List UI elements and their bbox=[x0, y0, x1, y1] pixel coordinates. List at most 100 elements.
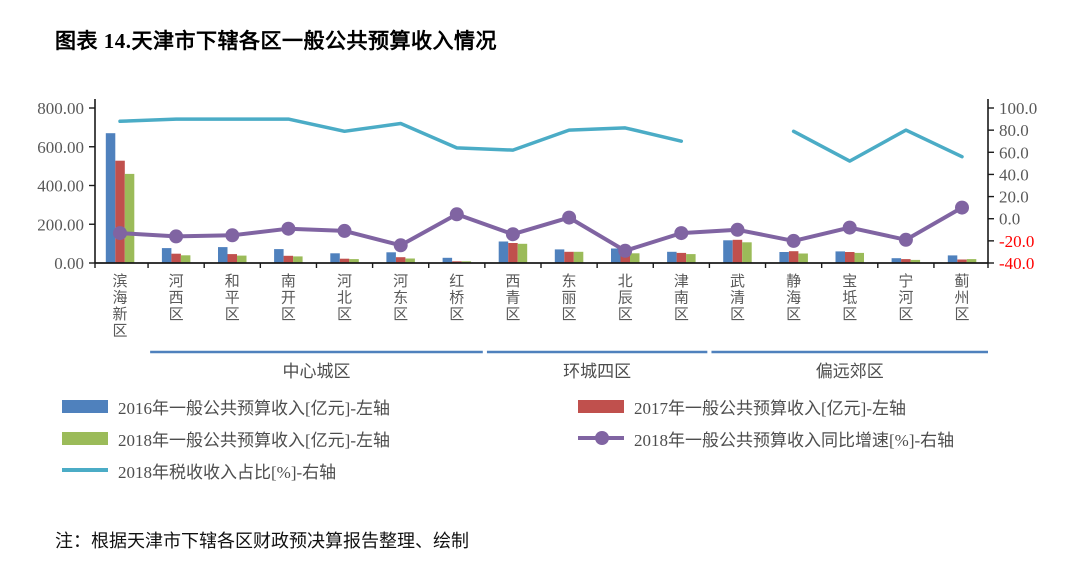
revenue-bar-2018 bbox=[742, 242, 752, 263]
category-label: 津南区 bbox=[674, 273, 689, 323]
right-axis-tick-label: 80.0 bbox=[999, 121, 1029, 140]
category-label: 红桥区 bbox=[449, 273, 464, 323]
revenue-bar-2016 bbox=[835, 251, 845, 263]
revenue-bar-2016 bbox=[891, 258, 902, 263]
growth-marker bbox=[898, 232, 913, 247]
group-label: 环城四区 bbox=[563, 362, 631, 381]
category-label: 北辰区 bbox=[618, 273, 633, 323]
revenue-bar-2016 bbox=[330, 253, 340, 263]
revenue-bar-2018 bbox=[966, 259, 977, 263]
category-label: 河北区 bbox=[337, 273, 352, 323]
growth-marker bbox=[281, 221, 296, 236]
left-axis-tick-label: 800.00 bbox=[37, 99, 84, 118]
revenue-bar-2017 bbox=[845, 252, 855, 263]
right-axis-tick-label: -40.0 bbox=[999, 254, 1034, 273]
revenue-bar-2016 bbox=[723, 240, 733, 263]
legend-swatch-line bbox=[62, 468, 108, 472]
revenue-bar-2016 bbox=[554, 249, 565, 263]
tax-share-line bbox=[791, 128, 964, 163]
category-label: 宝坻区 bbox=[842, 273, 857, 323]
revenue-bar-2018 bbox=[798, 253, 808, 263]
revenue-bar-2017 bbox=[115, 160, 125, 263]
revenue-bar-2018 bbox=[854, 252, 864, 263]
growth-marker bbox=[337, 223, 352, 238]
legend-item: 2018年税收收入占比[%]-右轴 bbox=[62, 458, 336, 482]
growth-marker bbox=[113, 226, 127, 241]
legend-label: 2017年一般公共预算收入[亿元]-左轴 bbox=[634, 398, 906, 418]
revenue-bar-2018 bbox=[237, 255, 247, 263]
revenue-bar-2016 bbox=[274, 249, 284, 263]
revenue-bar-2017 bbox=[732, 239, 743, 264]
legend-item: 2018年一般公共预算收入[亿元]-左轴 bbox=[62, 426, 390, 450]
revenue-bar-2017 bbox=[788, 251, 799, 263]
revenue-bar-2017 bbox=[171, 253, 181, 263]
revenue-bar-2017 bbox=[508, 243, 518, 263]
budget-revenue-combo-chart: 800.00 600.00 400.00 200.00 0.00 100.0 80.0 60.… bbox=[37, 99, 1037, 381]
revenue-bar-2018 bbox=[124, 173, 135, 263]
revenue-bar-2018 bbox=[349, 259, 359, 263]
right-axis-tick-label: 0.0 bbox=[999, 210, 1020, 229]
revenue-bar-2018 bbox=[517, 243, 528, 263]
category-label: 宁河区 bbox=[898, 273, 913, 323]
growth-line bbox=[119, 205, 963, 253]
left-axis-tick-label: 600.00 bbox=[37, 138, 84, 157]
legend-swatch-line-marker bbox=[578, 431, 624, 445]
category-label: 蓟州区 bbox=[954, 273, 969, 323]
category-label: 静海区 bbox=[786, 273, 801, 323]
source-note: 注：根据天津市下辖各区财政预决算报告整理、绘制 bbox=[55, 531, 469, 551]
growth-marker bbox=[618, 243, 633, 258]
revenue-bar-2017 bbox=[676, 252, 687, 263]
category-label: 滨海新区 bbox=[112, 273, 127, 340]
category-label: 河东区 bbox=[393, 273, 408, 323]
right-axis-tick-label: -20.0 bbox=[999, 232, 1034, 251]
legend-label: 2018年税收收入占比[%]-右轴 bbox=[118, 462, 337, 482]
revenue-bar-2018 bbox=[405, 258, 415, 263]
category-label: 河西区 bbox=[169, 273, 184, 323]
growth-marker bbox=[674, 226, 689, 241]
revenue-bar-2017 bbox=[339, 258, 350, 263]
growth-marker bbox=[393, 238, 408, 253]
growth-marker bbox=[842, 220, 857, 235]
legend-swatch-bar bbox=[578, 399, 624, 413]
growth-marker bbox=[730, 222, 745, 237]
revenue-bar-2016 bbox=[386, 252, 396, 263]
revenue-bar-2018 bbox=[686, 254, 696, 263]
left-axis-tick-label: 400.00 bbox=[37, 177, 84, 196]
legend-swatch-bar bbox=[62, 431, 108, 445]
legend-marker-dot bbox=[595, 431, 609, 445]
legend-swatch-bar bbox=[62, 399, 108, 413]
revenue-bar-2016 bbox=[498, 241, 509, 263]
growth-marker bbox=[449, 207, 464, 222]
right-axis-tick-label: 60.0 bbox=[999, 143, 1029, 162]
growth-marker bbox=[955, 200, 969, 215]
group-label: 中心城区 bbox=[282, 362, 350, 381]
revenue-bar-2018 bbox=[293, 256, 303, 263]
right-axis-tick-label: 40.0 bbox=[999, 165, 1029, 184]
tax-share-line bbox=[118, 117, 684, 152]
category-label: 西青区 bbox=[505, 274, 520, 323]
growth-marker bbox=[562, 210, 577, 225]
growth-marker bbox=[786, 233, 801, 248]
growth-marker bbox=[169, 229, 184, 244]
legend-label: 2018年一般公共预算收入[亿元]-左轴 bbox=[118, 430, 390, 450]
category-label: 东丽区 bbox=[562, 273, 577, 323]
category-label: 武清区 bbox=[730, 273, 745, 323]
legend-item: 2017年一般公共预算收入[亿元]-左轴 bbox=[578, 394, 906, 418]
group-label: 偏远郊区 bbox=[816, 362, 884, 381]
revenue-bar-2018 bbox=[630, 253, 640, 263]
revenue-bar-2016 bbox=[105, 133, 116, 263]
right-axis-tick-label: 20.0 bbox=[999, 188, 1029, 207]
revenue-bar-2017 bbox=[901, 259, 911, 263]
chart-title: 图表 14.天津市下辖各区一般公共预算收入情况 bbox=[55, 29, 497, 53]
revenue-bar-2018 bbox=[573, 251, 584, 263]
category-label: 和平区 bbox=[225, 273, 240, 323]
revenue-bar-2016 bbox=[667, 251, 677, 263]
revenue-bar-2016 bbox=[947, 255, 958, 263]
revenue-bar-2018 bbox=[910, 259, 921, 263]
growth-marker bbox=[225, 228, 240, 243]
revenue-bar-2016 bbox=[161, 248, 172, 263]
revenue-bar-2016 bbox=[779, 252, 789, 263]
legend-label: 2018年一般公共预算收入同比增速[%]-右轴 bbox=[634, 430, 955, 450]
legend-label: 2016年一般公共预算收入[亿元]-左轴 bbox=[118, 398, 390, 418]
right-axis-tick-label: 100.0 bbox=[999, 99, 1037, 118]
